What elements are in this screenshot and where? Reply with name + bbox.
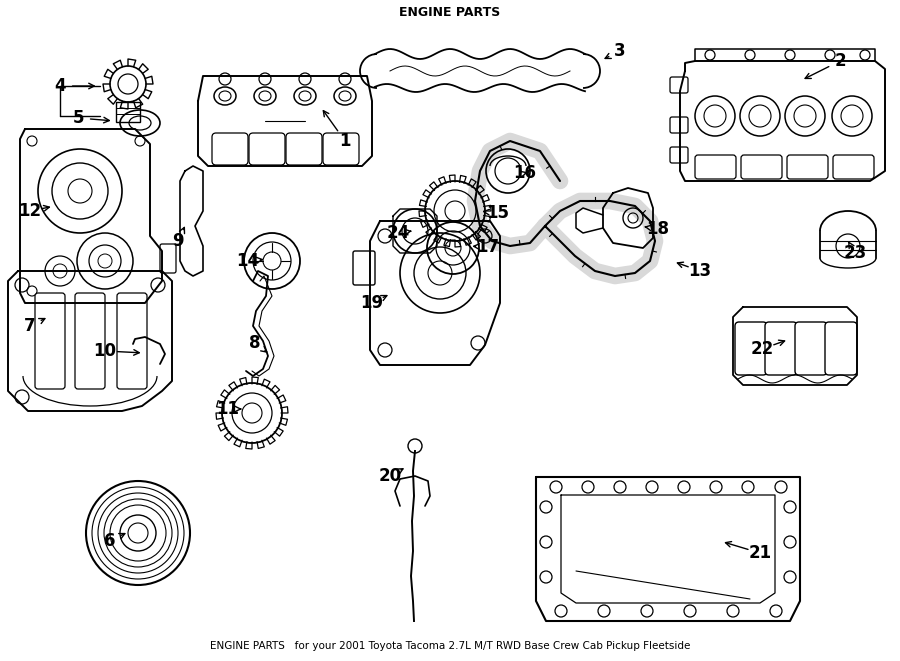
FancyBboxPatch shape bbox=[795, 322, 827, 375]
Text: 6: 6 bbox=[104, 532, 116, 550]
Bar bbox=[0, 0, 900, 26]
Text: 9: 9 bbox=[172, 232, 184, 250]
FancyBboxPatch shape bbox=[670, 117, 688, 133]
FancyBboxPatch shape bbox=[212, 133, 248, 165]
FancyBboxPatch shape bbox=[35, 293, 65, 389]
Text: 16: 16 bbox=[514, 164, 536, 182]
FancyBboxPatch shape bbox=[825, 322, 857, 375]
Text: 13: 13 bbox=[688, 262, 712, 280]
Text: 4: 4 bbox=[54, 77, 66, 95]
Text: ENGINE PARTS   for your 2001 Toyota Tacoma 2.7L M/T RWD Base Crew Cab Pickup Fle: ENGINE PARTS for your 2001 Toyota Tacoma… bbox=[210, 641, 690, 651]
FancyBboxPatch shape bbox=[765, 322, 797, 375]
Text: 7: 7 bbox=[24, 317, 36, 335]
FancyBboxPatch shape bbox=[353, 251, 375, 285]
Text: 17: 17 bbox=[476, 238, 500, 256]
Bar bbox=[0, 631, 900, 661]
Text: ENGINE PARTS: ENGINE PARTS bbox=[400, 7, 500, 20]
FancyBboxPatch shape bbox=[75, 293, 105, 389]
FancyBboxPatch shape bbox=[735, 322, 767, 375]
Text: 18: 18 bbox=[646, 220, 670, 238]
Text: 24: 24 bbox=[386, 224, 410, 242]
Text: 22: 22 bbox=[751, 340, 774, 358]
Text: 23: 23 bbox=[843, 244, 867, 262]
FancyBboxPatch shape bbox=[695, 155, 736, 179]
FancyBboxPatch shape bbox=[286, 133, 322, 165]
FancyBboxPatch shape bbox=[833, 155, 874, 179]
Text: 20: 20 bbox=[378, 467, 401, 485]
Text: 2: 2 bbox=[834, 52, 846, 70]
Text: 14: 14 bbox=[237, 252, 259, 270]
FancyBboxPatch shape bbox=[670, 77, 688, 93]
Text: 11: 11 bbox=[217, 400, 239, 418]
FancyBboxPatch shape bbox=[117, 293, 147, 389]
FancyBboxPatch shape bbox=[249, 133, 285, 165]
Text: 19: 19 bbox=[360, 294, 383, 312]
FancyBboxPatch shape bbox=[787, 155, 828, 179]
Text: 21: 21 bbox=[749, 544, 771, 562]
FancyBboxPatch shape bbox=[323, 133, 359, 165]
Text: 1: 1 bbox=[339, 132, 351, 150]
Text: 12: 12 bbox=[18, 202, 41, 220]
Text: 8: 8 bbox=[249, 334, 261, 352]
Text: 15: 15 bbox=[487, 204, 509, 222]
Text: 5: 5 bbox=[72, 109, 84, 127]
Text: 10: 10 bbox=[94, 342, 116, 360]
Bar bbox=[116, 102, 140, 122]
FancyBboxPatch shape bbox=[160, 244, 176, 273]
FancyBboxPatch shape bbox=[670, 147, 688, 163]
FancyBboxPatch shape bbox=[741, 155, 782, 179]
Text: 3: 3 bbox=[614, 42, 626, 60]
